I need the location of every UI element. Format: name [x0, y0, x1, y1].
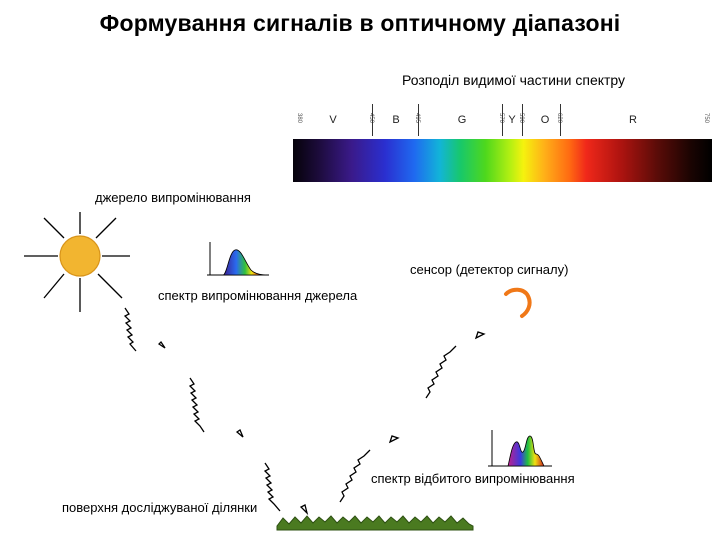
band-label-o: O: [540, 114, 550, 126]
tick-label: 450: [368, 113, 374, 124]
band-divider: [560, 104, 561, 136]
band-label-v: V: [329, 114, 337, 126]
band-divider: [502, 104, 503, 136]
band-divider: [418, 104, 419, 136]
band-label-r: R: [629, 114, 637, 126]
band-label-y: Y: [508, 114, 516, 126]
ground-icon: [276, 515, 474, 531]
tick-label: 570: [498, 113, 504, 124]
reflected-spectrum-label: спектр відбитого випромінювання: [371, 471, 575, 486]
source-spectrum-label: спектр випромінювання джерела: [158, 288, 358, 303]
band-divider: [522, 104, 523, 136]
band-divider: [372, 104, 373, 136]
page-title: Формування сигналів в оптичному діапазон…: [99, 10, 621, 36]
band-label-g: G: [457, 114, 467, 126]
tick-label: 620: [556, 113, 562, 124]
sun-icon: [24, 212, 130, 312]
sensor-label: сенсор (детектор сигналу): [410, 262, 569, 277]
source-label: джерело випромінювання: [95, 190, 251, 205]
reflected-wave-arrows: [339, 331, 486, 503]
surface-label: поверхня досліджуваної ділянки: [62, 500, 258, 515]
tick-label: 495: [414, 113, 420, 124]
source-spectrum-icon: [207, 242, 269, 276]
incident-wave-arrow-lower: [263, 462, 309, 516]
incident-wave-arrows: [123, 307, 244, 438]
sensor-icon: [504, 287, 532, 318]
visible-spectrum-bar: [293, 139, 712, 182]
tick-label: 380: [296, 113, 302, 124]
band-label-b: B: [392, 114, 400, 126]
tick-label: 750: [703, 113, 709, 124]
reflected-spectrum-icon: [488, 430, 552, 467]
tick-label: 590: [518, 113, 524, 124]
spectrum-caption: Розподіл видимої частини спектру: [402, 72, 626, 88]
